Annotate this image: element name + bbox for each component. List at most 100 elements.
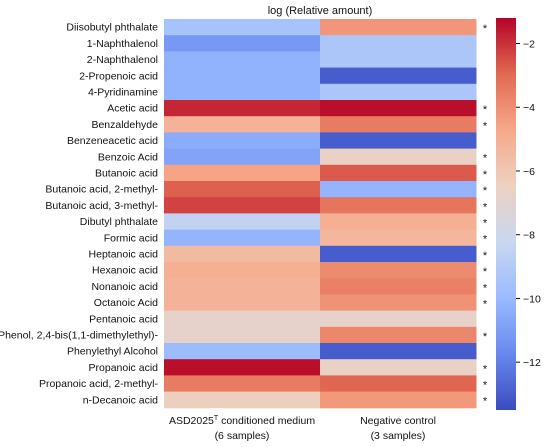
heatmap-cell — [320, 229, 477, 247]
row-label: 1-Naphthalenol — [87, 38, 158, 50]
heatmap-cell — [320, 262, 477, 279]
heatmap-cell — [320, 343, 477, 360]
heatmap-cell — [320, 116, 477, 133]
heatmap-cell — [164, 375, 321, 393]
row-labels: Diisobutyl phthalate 1-Naphthalenol 2-Naph… — [0, 22, 159, 407]
heatmap-cell — [320, 132, 477, 150]
significance-star: * — [483, 331, 488, 343]
row-label: Benzaldehyde — [91, 119, 158, 131]
significance-star: * — [483, 250, 488, 262]
heatmap-cell — [320, 278, 477, 295]
heatmap-cell — [164, 83, 321, 101]
heatmap-cell — [320, 181, 477, 198]
significance-star: * — [483, 218, 488, 230]
row-label: 4-Pyridinamine — [88, 87, 158, 99]
heatmap-cell — [164, 197, 321, 214]
heatmap-cell — [320, 245, 477, 263]
column-label: Negative control — [360, 415, 436, 427]
row-label: Propanoic acid, 2-methyl- — [39, 378, 159, 390]
row-label: Acetic acid — [107, 103, 158, 115]
row-label: Phenylethyl Alcohol — [67, 346, 158, 358]
colorbar-ticks: −2 −4 −6 −8 −10 −12 — [516, 38, 541, 369]
significance-star: * — [483, 169, 488, 181]
significance-star: * — [483, 380, 488, 392]
column-sublabel: (6 samples) — [215, 430, 270, 442]
heatmap-cell — [164, 294, 321, 312]
row-label: Benzeneacetic acid — [67, 135, 158, 147]
heatmap-cell — [320, 51, 477, 69]
colorbar-tick-label: −10 — [523, 293, 541, 305]
row-label: Formic acid — [104, 232, 158, 244]
significance-star: * — [483, 185, 488, 197]
significance-star: * — [483, 363, 488, 375]
row-label: Pentanoic acid — [89, 313, 158, 325]
heatmap-cell — [164, 164, 321, 182]
heatmap-cell — [320, 67, 477, 85]
heatmap-cell — [320, 326, 477, 344]
significance-star: * — [483, 396, 488, 408]
heatmap-cell — [320, 164, 477, 182]
colorbar — [496, 18, 516, 410]
colorbar-tick-label: −6 — [523, 166, 535, 178]
row-label: Heptanoic acid — [89, 249, 159, 261]
heatmap-cell — [164, 213, 321, 231]
column-sublabel: (3 samples) — [371, 430, 426, 442]
significance-star: * — [483, 153, 488, 165]
heatmap-cell — [164, 19, 321, 36]
column-label: ASD2025T conditioned medium — [169, 415, 315, 427]
heatmap-cell — [164, 67, 321, 85]
row-label: 2-Propenoic acid — [79, 70, 158, 82]
heatmap-cell — [320, 213, 477, 231]
significance-star: * — [483, 266, 488, 278]
colorbar-tick-label: −8 — [523, 230, 535, 242]
heatmap-cell — [164, 35, 321, 52]
heatmap-cell — [320, 359, 477, 376]
row-label: Butanoic acid — [95, 168, 158, 180]
heatmap-cell — [320, 197, 477, 214]
colorbar-tick-label: −12 — [523, 357, 541, 369]
colorbar-tick-label: −4 — [523, 102, 535, 114]
heatmap-cell — [164, 181, 321, 198]
row-label: Butanoic acid, 2-methyl- — [45, 184, 158, 196]
heatmap-cell — [164, 262, 321, 279]
heatmap-cell — [320, 35, 477, 52]
row-label: Butanoic acid, 3-methyl- — [45, 200, 158, 212]
heatmap-cell — [320, 310, 477, 328]
heatmap-cell — [164, 148, 321, 166]
heatmap-cell — [320, 294, 477, 312]
row-label: Octanoic Acid — [94, 297, 158, 309]
row-label: Benzoic Acid — [98, 151, 158, 163]
row-label: Nonanoic acid — [91, 281, 158, 293]
heatmap-cell — [320, 19, 477, 36]
heatmap-cell — [164, 245, 321, 263]
row-label: Diisobutyl phthalate — [66, 22, 158, 34]
colorbar-tick-label: −2 — [523, 38, 535, 50]
heatmap-cell — [164, 116, 321, 133]
significance-star: * — [483, 120, 488, 132]
heatmap-cell — [320, 375, 477, 393]
heatmap-cell — [164, 310, 321, 328]
significance-star: * — [483, 104, 488, 116]
heatmap-cell — [164, 326, 321, 344]
heatmap-cell — [164, 343, 321, 360]
heatmap-cell — [164, 51, 321, 69]
significance-star: * — [483, 234, 488, 246]
column-labels: ASD2025T conditioned medium (6 samples) Ne… — [169, 415, 436, 442]
chart-title: log (Relative amount) — [268, 5, 373, 17]
heatmap-cell — [164, 229, 321, 247]
row-label: 2-Naphthalenol — [87, 54, 158, 66]
row-label: n-Decanoic acid — [83, 394, 158, 406]
significance-star: * — [483, 23, 488, 35]
heatmap-cell — [164, 391, 321, 409]
heatmap-cell — [164, 100, 321, 117]
significance-markers: * * * * * * * * * * * * * * * * * — [483, 23, 488, 408]
heatmap-cell — [164, 132, 321, 150]
heatmap-cell — [164, 359, 321, 376]
row-label: Hexanoic acid — [92, 265, 158, 277]
row-label: Propanoic acid — [89, 362, 159, 374]
heatmap-cell — [164, 278, 321, 295]
heatmap-cells — [164, 19, 477, 409]
significance-star: * — [483, 299, 488, 311]
row-label: Phenol, 2,4-bis(1,1-dimethylethyl)- — [0, 330, 159, 342]
